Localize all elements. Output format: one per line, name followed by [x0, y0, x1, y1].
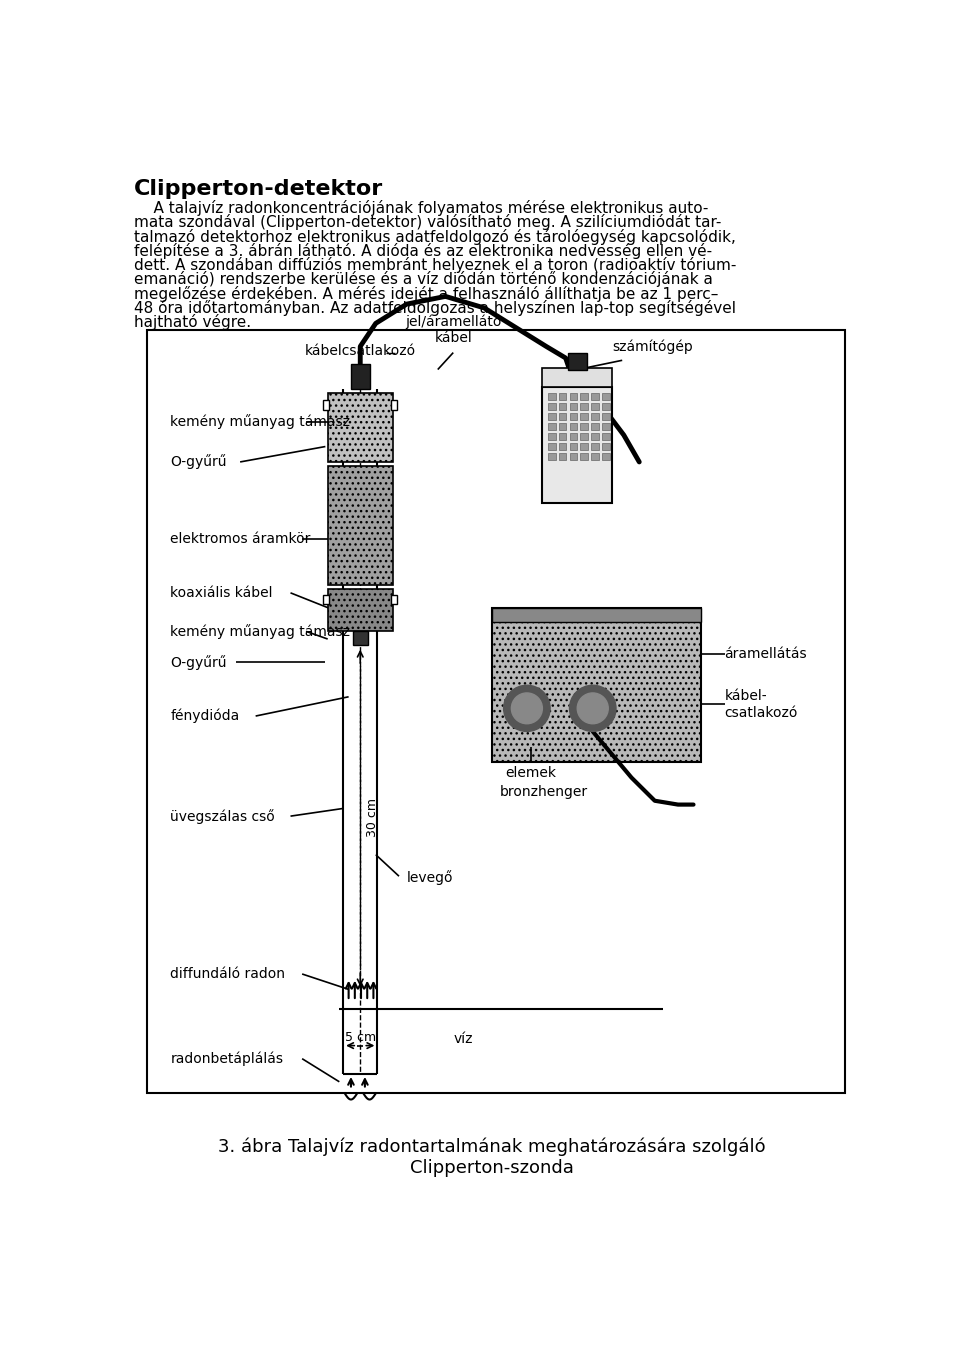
Text: kábelcsatlakozó: kábelcsatlakozó: [304, 343, 416, 358]
Bar: [327, 466, 393, 585]
Bar: [548, 423, 556, 431]
Text: mata szondával (Clipperton-detektor) valósítható meg. A szilíciumdiódát tar-: mata szondával (Clipperton-detektor) val…: [134, 214, 721, 230]
Text: Clipperton-detektor: Clipperton-detektor: [134, 179, 383, 198]
Text: 3. ábra Talajvíz radontartalmának meghatározására szolgáló: 3. ábra Talajvíz radontartalmának meghat…: [218, 1138, 766, 1157]
Bar: [492, 609, 701, 762]
Bar: [581, 434, 588, 440]
Bar: [568, 353, 587, 369]
Bar: [559, 454, 566, 461]
Text: Clipperton-szonda: Clipperton-szonda: [410, 1158, 574, 1177]
Bar: [392, 595, 397, 605]
Circle shape: [512, 692, 542, 723]
Bar: [548, 434, 556, 440]
Bar: [581, 454, 588, 461]
Bar: [147, 330, 845, 1094]
Text: hajtható végre.: hajtható végre.: [134, 314, 252, 330]
Text: emanáció) rendszerbe kerülése és a víz diódán történő kondenzációjának a: emanáció) rendszerbe kerülése és a víz d…: [134, 271, 713, 287]
Bar: [548, 443, 556, 450]
Text: koaxiális kábel: koaxiális kábel: [170, 586, 273, 599]
Bar: [559, 414, 566, 420]
Text: 30 cm: 30 cm: [367, 799, 379, 838]
Bar: [602, 434, 610, 440]
Text: O-gyűrű: O-gyűrű: [170, 454, 227, 469]
Text: üvegszálas cső: üvegszálas cső: [170, 808, 276, 823]
Bar: [581, 414, 588, 420]
Text: 48 óra időtartományban. Az adatfeldolgozás a helyszínen lap-top segítségével: 48 óra időtartományban. Az adatfeldolgoz…: [134, 300, 736, 315]
Bar: [559, 423, 566, 431]
Text: jel/áramellátó
kábel: jel/áramellátó kábel: [405, 314, 501, 345]
Bar: [569, 414, 577, 420]
Bar: [591, 393, 599, 400]
Bar: [352, 632, 368, 645]
Bar: [559, 393, 566, 400]
Text: kemény műanyag támasz: kemény műanyag támasz: [170, 415, 350, 430]
Text: fénydióda: fénydióda: [170, 709, 240, 723]
Bar: [591, 403, 599, 411]
Bar: [492, 609, 701, 622]
Bar: [602, 454, 610, 461]
Bar: [324, 595, 329, 605]
Bar: [591, 414, 599, 420]
Text: diffundáló radon: diffundáló radon: [170, 967, 285, 981]
Bar: [569, 454, 577, 461]
Text: radonbetáplálás: radonbetáplálás: [170, 1052, 283, 1065]
Bar: [581, 393, 588, 400]
Bar: [591, 443, 599, 450]
Text: O-gyűrű: O-gyűrű: [170, 655, 227, 669]
Bar: [351, 364, 370, 389]
Text: megelőzése érdekében. A mérés idejét a felhasználó állíthatja be az 1 perc–: megelőzése érdekében. A mérés idejét a f…: [134, 286, 718, 302]
Text: bronzhenger: bronzhenger: [500, 785, 588, 799]
Bar: [602, 414, 610, 420]
Bar: [581, 403, 588, 411]
Text: kemény műanyag támasz: kemény műanyag támasz: [170, 624, 350, 638]
Bar: [542, 387, 612, 502]
Bar: [591, 454, 599, 461]
Bar: [569, 393, 577, 400]
Bar: [327, 392, 393, 462]
Text: 5 cm: 5 cm: [345, 1030, 375, 1044]
Bar: [602, 393, 610, 400]
Text: A talajvíz radonkoncentrációjának folyamatos mérése elektronikus auto-: A talajvíz radonkoncentrációjának folyam…: [134, 201, 708, 216]
Text: kábel-
csatlakozó: kábel- csatlakozó: [725, 690, 798, 719]
Bar: [559, 443, 566, 450]
Bar: [591, 434, 599, 440]
Bar: [548, 414, 556, 420]
Text: elektromos áramkör: elektromos áramkör: [170, 532, 311, 546]
Bar: [542, 368, 612, 387]
Text: levegő: levegő: [407, 870, 453, 885]
Bar: [591, 423, 599, 431]
Text: talmazó detektorhoz elektronikus adatfeldolgozó és tárolóegység kapcsolódik,: talmazó detektorhoz elektronikus adatfel…: [134, 229, 735, 245]
Bar: [327, 589, 393, 632]
Text: víz: víz: [453, 1032, 472, 1047]
Circle shape: [569, 686, 616, 731]
Text: áramellátás: áramellátás: [725, 648, 807, 661]
Bar: [569, 434, 577, 440]
Bar: [569, 443, 577, 450]
Bar: [548, 454, 556, 461]
Bar: [569, 423, 577, 431]
Text: elemek: elemek: [505, 766, 556, 780]
Bar: [559, 403, 566, 411]
Bar: [548, 403, 556, 411]
Bar: [602, 443, 610, 450]
Text: dett. A szondában diffúziós membránt helyeznek el a toron (radioaktív tórium-: dett. A szondában diffúziós membránt hel…: [134, 257, 736, 273]
Bar: [559, 434, 566, 440]
Circle shape: [504, 686, 550, 731]
Bar: [569, 403, 577, 411]
Bar: [392, 400, 397, 409]
Bar: [324, 400, 329, 409]
Bar: [581, 443, 588, 450]
Bar: [602, 403, 610, 411]
Circle shape: [577, 692, 609, 723]
Text: felépítése a 3. ábrán látható. A dióda és az elektronika nedvesség ellen vé-: felépítése a 3. ábrán látható. A dióda é…: [134, 242, 712, 259]
Bar: [602, 423, 610, 431]
Bar: [548, 393, 556, 400]
Bar: [581, 423, 588, 431]
Text: számítógép: számítógép: [612, 339, 693, 354]
